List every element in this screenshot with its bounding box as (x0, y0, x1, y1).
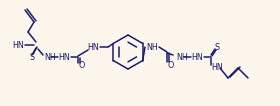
Text: HN: HN (12, 40, 24, 50)
Text: NH: NH (44, 52, 56, 61)
Text: S: S (29, 52, 34, 61)
Text: HN: HN (191, 52, 203, 61)
Text: NH: NH (146, 43, 158, 52)
Text: HN: HN (58, 52, 70, 61)
Text: HN: HN (211, 63, 223, 73)
Text: O: O (79, 61, 85, 70)
Text: NH: NH (176, 52, 188, 61)
Text: HN: HN (87, 43, 99, 52)
Text: O: O (168, 61, 174, 70)
Text: S: S (214, 43, 220, 52)
